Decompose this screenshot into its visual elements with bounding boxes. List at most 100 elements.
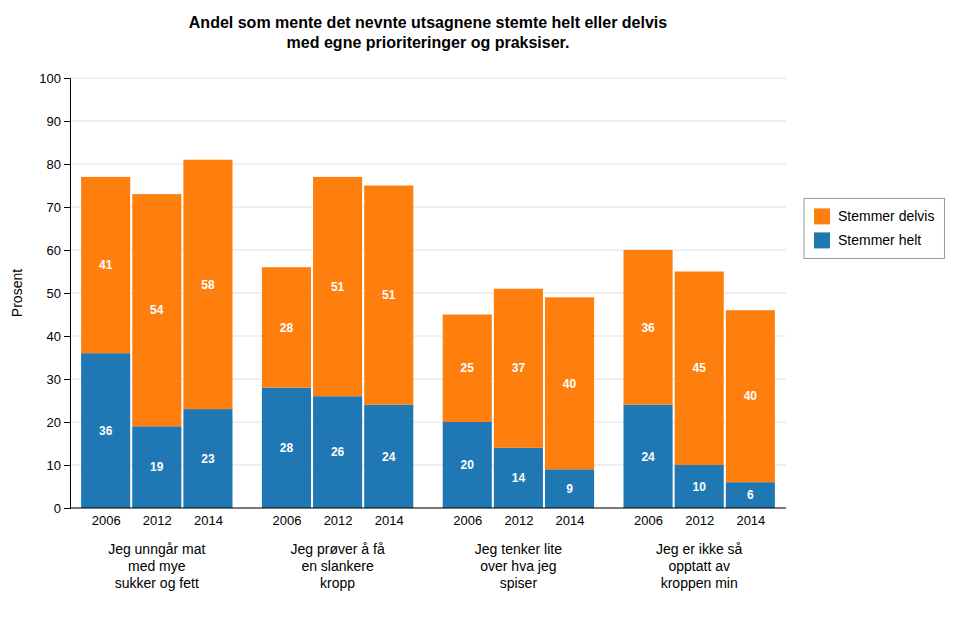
bars bbox=[81, 160, 775, 508]
y-tick-label: 100 bbox=[39, 71, 61, 86]
data-label: 26 bbox=[331, 445, 345, 459]
x-tick-label: 2006 bbox=[92, 513, 121, 528]
x-tick-label: 2006 bbox=[272, 513, 301, 528]
bar bbox=[313, 396, 362, 508]
y-tick-mark bbox=[64, 164, 70, 165]
legend-label: Stemmer delvis bbox=[838, 208, 934, 224]
data-label: 58 bbox=[201, 278, 215, 292]
y-tick: 60 bbox=[47, 243, 70, 258]
x-tick: 2012 bbox=[324, 513, 353, 528]
x-tick-label: 2014 bbox=[736, 513, 765, 528]
bar bbox=[183, 409, 232, 508]
bar bbox=[262, 388, 311, 508]
y-tick: 80 bbox=[47, 157, 70, 172]
bar bbox=[132, 426, 181, 508]
x-tick: 2006 bbox=[272, 513, 301, 528]
bar bbox=[726, 482, 775, 508]
data-label: 28 bbox=[280, 441, 294, 455]
title: Andel som mente det nevnte utsagnene ste… bbox=[189, 14, 667, 51]
y-tick-label: 70 bbox=[47, 200, 61, 215]
x-tick: 2006 bbox=[453, 513, 482, 528]
bar bbox=[81, 177, 130, 353]
x-tick: 2014 bbox=[194, 513, 223, 528]
data-label: 45 bbox=[693, 361, 707, 375]
data-label: 41 bbox=[99, 258, 113, 272]
y-tick: 20 bbox=[47, 415, 70, 430]
grid-line bbox=[70, 508, 786, 509]
y-tick-label: 10 bbox=[47, 458, 61, 473]
bar bbox=[443, 422, 492, 508]
bar bbox=[313, 177, 362, 396]
y-tick-mark bbox=[64, 207, 70, 208]
x-tick: 2012 bbox=[685, 513, 714, 528]
bar bbox=[624, 405, 673, 508]
y-tick-label: 30 bbox=[47, 372, 61, 387]
plot: 0102030405060708090100Prosent36192328262… bbox=[9, 71, 786, 591]
x-tick-label: 2006 bbox=[634, 513, 663, 528]
bar bbox=[364, 186, 413, 405]
y-tick-label: 40 bbox=[47, 329, 61, 344]
legend-swatch bbox=[814, 208, 830, 224]
y-tick-mark bbox=[64, 422, 70, 423]
y-tick-label: 60 bbox=[47, 243, 61, 258]
x-tick: 2012 bbox=[143, 513, 172, 528]
y-tick: 50 bbox=[47, 286, 70, 301]
y-tick-mark bbox=[64, 508, 70, 509]
bar bbox=[132, 194, 181, 426]
data-label: 24 bbox=[641, 450, 655, 464]
y-tick: 0 bbox=[54, 501, 70, 516]
data-label: 10 bbox=[693, 480, 707, 494]
y-tick-mark bbox=[64, 121, 70, 122]
y-tick: 90 bbox=[47, 114, 70, 129]
y-tick-label: 0 bbox=[54, 501, 61, 516]
series-bars bbox=[81, 160, 775, 483]
y-tick: 30 bbox=[47, 372, 70, 387]
x-tick-label: 2012 bbox=[143, 513, 172, 528]
x-tick: 2006 bbox=[634, 513, 663, 528]
x-tick-label: 2014 bbox=[375, 513, 404, 528]
data-label: 40 bbox=[744, 389, 758, 403]
bar bbox=[443, 315, 492, 423]
group-label: Jeg tenker liteover hva jegspiser bbox=[475, 541, 562, 591]
y-tick-label: 20 bbox=[47, 415, 61, 430]
x-tick-label: 2012 bbox=[324, 513, 353, 528]
x-tick-label: 2012 bbox=[504, 513, 533, 528]
chart: 0102030405060708090100Prosent36192328262… bbox=[0, 0, 976, 636]
legend-item: Stemmer delvis bbox=[814, 208, 934, 224]
group-label: Jeg unngår matmed myesukker og fett bbox=[108, 541, 205, 591]
y-tick: 70 bbox=[47, 200, 70, 215]
x-tick-label: 2014 bbox=[556, 513, 585, 528]
data-label: 19 bbox=[150, 460, 164, 474]
data-label: 37 bbox=[512, 361, 526, 375]
y-tick-mark bbox=[64, 379, 70, 380]
bar bbox=[494, 448, 543, 508]
y-tick: 40 bbox=[47, 329, 70, 344]
y-tick-mark bbox=[64, 250, 70, 251]
y-axis: 0 10 20 30 40 50 60 70 80 90 100 bbox=[39, 71, 70, 516]
y-tick: 10 bbox=[47, 458, 70, 473]
data-labels: 3619232826242014924106415458285151253740… bbox=[99, 258, 757, 502]
grid-line bbox=[70, 78, 786, 79]
bar bbox=[494, 289, 543, 448]
group-label: Jeg er ikke såopptatt avkroppen min bbox=[656, 541, 743, 591]
x-tick-label: 2006 bbox=[453, 513, 482, 528]
x-tick-label: 2012 bbox=[685, 513, 714, 528]
legend-label: Stemmer helt bbox=[838, 232, 921, 248]
bar bbox=[81, 353, 130, 508]
group-labels: Jeg unngår matmed myesukker og fettJeg p… bbox=[108, 541, 742, 591]
bar bbox=[364, 405, 413, 508]
bar bbox=[675, 465, 724, 508]
legend-frame bbox=[804, 198, 944, 258]
y-tick-mark bbox=[64, 465, 70, 466]
bar bbox=[624, 250, 673, 405]
grid-line bbox=[70, 164, 786, 165]
bar bbox=[675, 272, 724, 466]
data-label: 36 bbox=[99, 424, 113, 438]
grid bbox=[70, 78, 786, 508]
x-axis-line bbox=[70, 508, 786, 509]
y-tick-label: 80 bbox=[47, 157, 61, 172]
y-tick-mark bbox=[64, 293, 70, 294]
data-label: 6 bbox=[747, 488, 754, 502]
x-tick: 2014 bbox=[556, 513, 585, 528]
bar bbox=[545, 469, 594, 508]
